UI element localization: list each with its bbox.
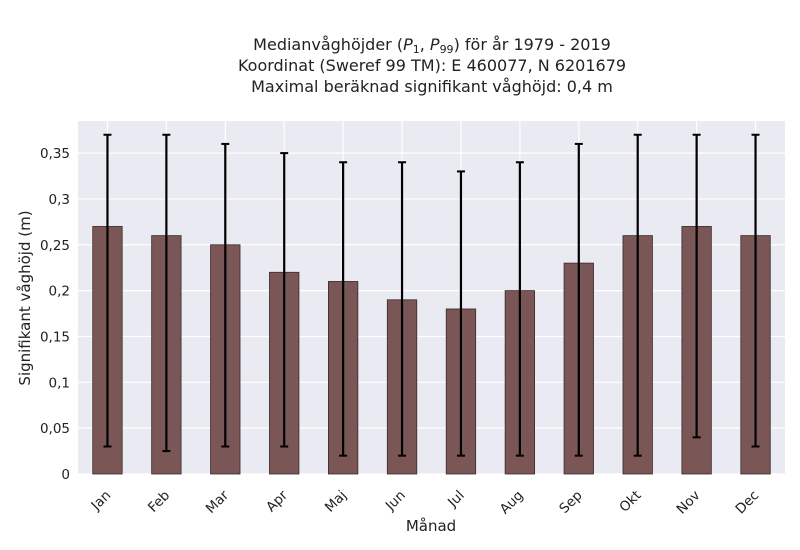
- x-tick-label: Apr: [263, 487, 291, 515]
- y-tick-label: 0,35: [40, 146, 70, 162]
- y-tick-label: 0,25: [40, 238, 70, 254]
- title-line-3: Maximal beräknad signifikant våghöjd: 0,…: [251, 77, 613, 96]
- x-tick-label: Feb: [145, 488, 173, 516]
- p-symbol-1: P: [403, 35, 413, 54]
- x-tick-labels: Jan Feb Mar Apr Maj Jun Jul Aug Sep Okt Nov Dec: [88, 487, 763, 517]
- y-tick-label: 0,3: [49, 192, 70, 208]
- x-tick-label: Maj: [322, 488, 350, 516]
- p-symbol-2: P: [429, 35, 440, 54]
- y-tick-label: 0,05: [40, 421, 70, 437]
- title-prefix: Medianvåghöjder (: [253, 35, 404, 54]
- y-tick-label: 0,2: [49, 284, 70, 300]
- y-axis-label: Signifikant våghöjd (m): [16, 210, 34, 385]
- y-tick-label: 0,1: [49, 375, 70, 391]
- x-tick-label: Jul: [444, 488, 468, 512]
- y-tick-labels: 0 0,05 0,1 0,15 0,2 0,25 0,3 0,35: [40, 146, 70, 483]
- x-axis-label: Månad: [406, 517, 456, 535]
- y-tick-label: 0: [61, 467, 70, 483]
- title-line-2: Koordinat (Sweref 99 TM): E 460077, N 62…: [237, 56, 627, 75]
- x-tick-label: Dec: [733, 488, 763, 518]
- error-bars: [103, 133, 760, 457]
- x-tick-label: Sep: [556, 488, 585, 517]
- title-line-1: Medianvåghöjder (P1, P99) för år 1979 - …: [253, 35, 611, 56]
- y-tick-label: 0,15: [40, 329, 70, 345]
- chart-title: Medianvåghöjder (P1, P99) för år 1979 - …: [182, 34, 682, 97]
- x-tick-label: Jun: [382, 488, 409, 515]
- x-tick-label: Nov: [674, 488, 704, 518]
- plot-area: [78, 121, 785, 474]
- x-tick-label: Aug: [497, 488, 527, 518]
- x-tick-label: Mar: [203, 487, 233, 517]
- p99-subscript: 99: [439, 43, 454, 56]
- x-tick-label: Jan: [88, 488, 115, 515]
- title-suffix: ) för år 1979 - 2019: [453, 35, 611, 54]
- p1-subscript: 1: [412, 43, 420, 56]
- x-tick-label: Okt: [616, 488, 644, 516]
